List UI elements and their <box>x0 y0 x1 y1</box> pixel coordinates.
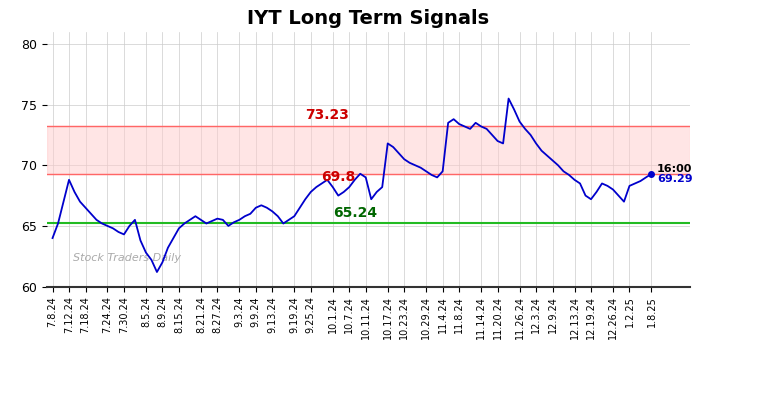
Title: IYT Long Term Signals: IYT Long Term Signals <box>248 8 489 27</box>
Text: 16:00: 16:00 <box>657 164 692 174</box>
Text: 69.29: 69.29 <box>657 174 692 184</box>
Text: 69.8: 69.8 <box>321 170 355 184</box>
Bar <box>47 126 690 174</box>
Text: 73.23: 73.23 <box>305 107 349 122</box>
Text: 65.24: 65.24 <box>332 206 377 220</box>
Text: Stock Traders Daily: Stock Traders Daily <box>73 253 181 263</box>
